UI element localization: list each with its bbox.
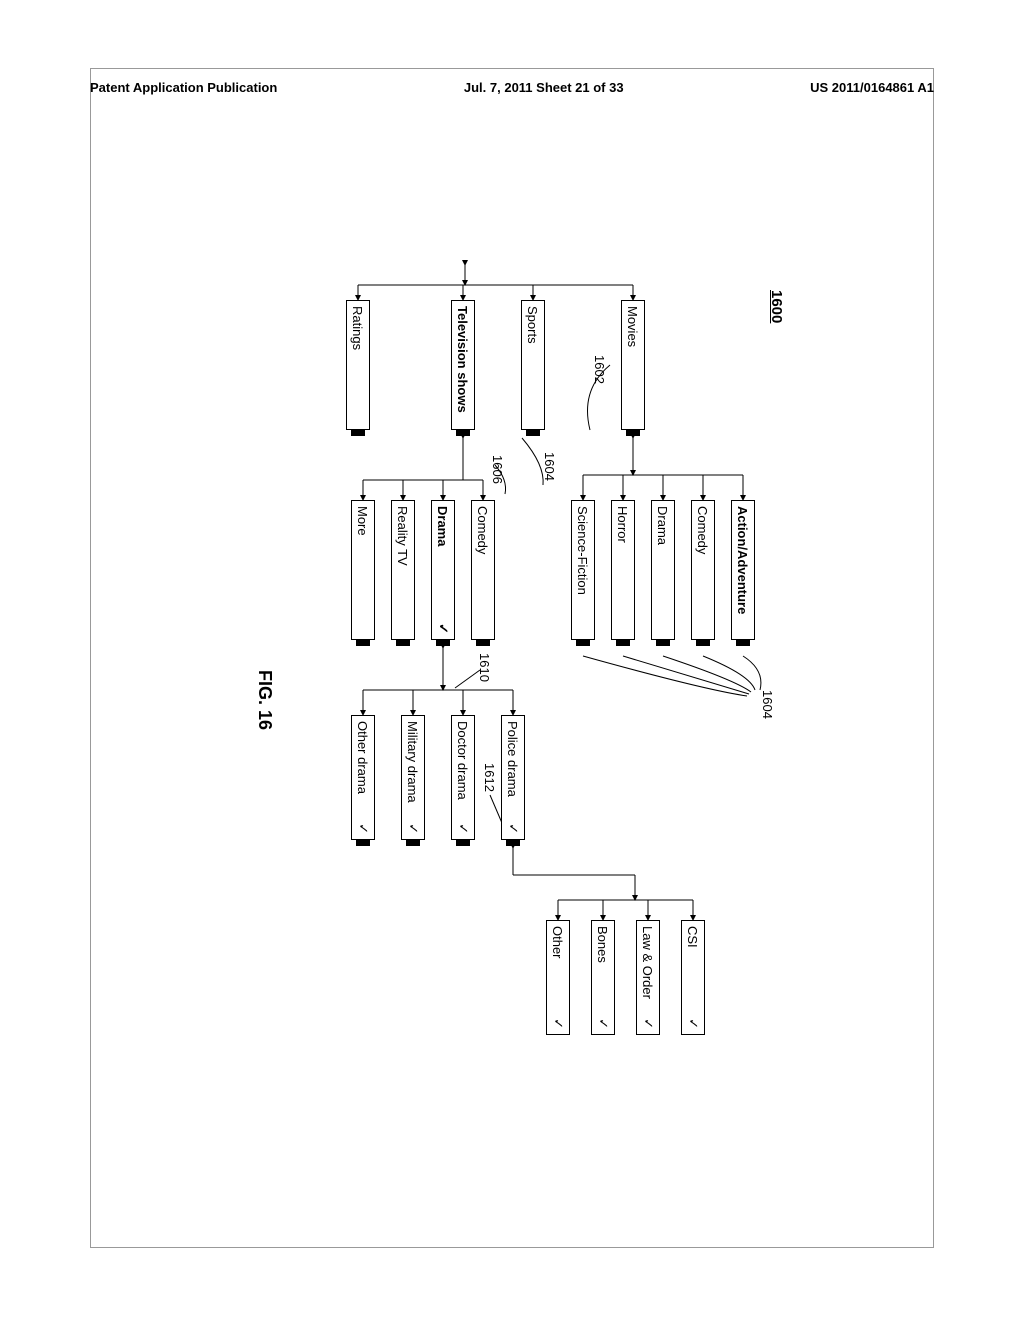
node-label: Law & Order [641,926,656,999]
node-label: Doctor drama [456,721,471,800]
node-more: More [351,500,375,640]
ref-1604-lower: 1604 [542,452,557,481]
node-label: Horror [616,506,631,543]
node-label: Reality TV [396,506,411,566]
node-label: More [356,506,371,536]
node-tvshows: Television shows [451,300,475,430]
node-label: Police drama [506,721,521,797]
header-center: Jul. 7, 2011 Sheet 21 of 33 [464,80,624,95]
node-tab [576,639,590,646]
checkmark-icon: ✓ [595,1018,611,1029]
node-tab [456,429,470,436]
checkmark-icon: ✓ [505,823,521,834]
node-tab [456,839,470,846]
node-otherdrama: Other drama ✓ [351,715,375,840]
header-right: US 2011/0164861 A1 [810,80,934,95]
node-military: Military drama ✓ [401,715,425,840]
node-label: Drama [656,506,671,545]
node-tab [406,839,420,846]
node-doctor: Doctor drama ✓ [451,715,475,840]
node-police: Police drama ✓ [501,715,525,840]
node-tab [656,639,670,646]
node-tab [736,639,750,646]
ref-1602: 1602 [592,355,607,384]
header-left: Patent Application Publication [90,80,277,95]
figure-identifier: 1600 [768,290,785,323]
checkmark-icon: ✓ [405,823,421,834]
node-label: Other [551,926,566,959]
node-tab [356,839,370,846]
node-other: Other ✓ [546,920,570,1035]
checkmark-icon: ✓ [435,623,451,634]
diagram: 1600 1602 1604 1604 1606 1610 1612 FIG. … [215,270,805,1170]
checkmark-icon: ✓ [355,823,371,834]
node-tab [626,429,640,436]
diagram-rotated-container: 1600 1602 1604 1604 1606 1610 1612 FIG. … [350,340,670,1100]
node-tab [476,639,490,646]
node-scifi: Science-Fiction [571,500,595,640]
ref-1610: 1610 [477,653,492,682]
node-movies: Movies [621,300,645,430]
node-csi: CSI ✓ [681,920,705,1035]
node-laworder: Law & Order ✓ [636,920,660,1035]
node-sports: Sports [521,300,545,430]
ref-1606: 1606 [490,455,505,484]
node-drama-m: Drama [651,500,675,640]
node-label: CSI [686,926,701,948]
node-tab [616,639,630,646]
node-label: Movies [626,306,641,347]
ref-1612: 1612 [482,763,497,792]
figure-title: FIG. 16 [254,670,275,730]
node-tab [506,839,520,846]
node-label: Comedy [696,506,711,554]
checkmark-icon: ✓ [685,1018,701,1029]
node-label: Drama [436,506,451,546]
page-header: Patent Application Publication Jul. 7, 2… [90,80,934,95]
node-tab [356,639,370,646]
checkmark-icon: ✓ [455,823,471,834]
node-tab [351,429,365,436]
checkmark-icon: ✓ [550,1018,566,1029]
node-action: Action/Adventure [731,500,755,640]
node-label: Comedy [476,506,491,554]
node-reality: Reality TV [391,500,415,640]
node-comedy-tv: Comedy [471,500,495,640]
checkmark-icon: ✓ [640,1018,656,1029]
node-horror: Horror [611,500,635,640]
node-bones: Bones ✓ [591,920,615,1035]
node-tab [696,639,710,646]
node-label: Military drama [406,721,421,803]
node-tab [436,639,450,646]
node-tab [396,639,410,646]
node-label: Science-Fiction [576,506,591,595]
node-label: Television shows [456,306,471,413]
node-label: Action/Adventure [736,506,751,614]
node-comedy-m: Comedy [691,500,715,640]
node-drama-tv: Drama ✓ [431,500,455,640]
node-ratings: Ratings [346,300,370,430]
node-tab [526,429,540,436]
node-label: Ratings [351,306,366,350]
node-label: Bones [596,926,611,963]
node-label: Sports [526,306,541,344]
ref-1604-upper: 1604 [760,690,775,719]
node-label: Other drama [356,721,371,794]
